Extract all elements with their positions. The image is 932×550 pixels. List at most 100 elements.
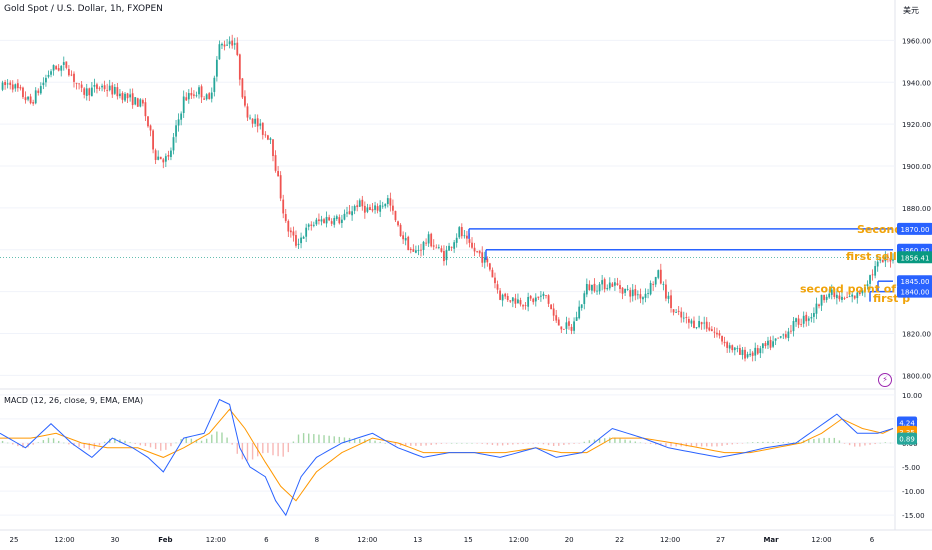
candle-body[interactable] (662, 283, 665, 285)
candle-body[interactable] (60, 65, 63, 71)
candle-body[interactable] (596, 290, 598, 292)
candle-body[interactable] (85, 88, 88, 96)
candle-body[interactable] (284, 214, 287, 221)
candle-body[interactable] (195, 95, 198, 97)
candle-body[interactable] (371, 209, 374, 211)
candle-body[interactable] (698, 320, 700, 328)
candle-body[interactable] (175, 125, 177, 137)
candle-body[interactable] (611, 283, 614, 287)
candle-body[interactable] (9, 82, 12, 85)
candle-body[interactable] (501, 294, 504, 301)
candle-body[interactable] (259, 123, 262, 126)
candle-body[interactable] (394, 210, 397, 221)
candle-body[interactable] (820, 294, 823, 306)
candle-body[interactable] (555, 315, 558, 321)
candle-body[interactable] (386, 198, 389, 204)
candle-body[interactable] (892, 259, 894, 261)
candle-body[interactable] (693, 320, 695, 328)
candle-body[interactable] (315, 219, 318, 225)
candle-body[interactable] (437, 247, 440, 248)
candle-body[interactable] (545, 295, 547, 296)
candle-body[interactable] (287, 221, 290, 232)
candle-body[interactable] (514, 298, 517, 304)
candle-body[interactable] (585, 283, 588, 295)
candle-body[interactable] (886, 257, 889, 258)
candle-body[interactable] (351, 211, 353, 216)
candle-body[interactable] (639, 294, 642, 299)
candle-body[interactable] (876, 261, 879, 267)
candle-body[interactable] (422, 241, 425, 250)
candle-body[interactable] (481, 252, 484, 263)
candle-body[interactable] (830, 289, 833, 295)
candle-body[interactable] (4, 81, 7, 86)
candle-body[interactable] (269, 138, 272, 140)
candle-body[interactable] (756, 348, 759, 354)
candle-body[interactable] (404, 238, 407, 241)
candle-body[interactable] (483, 257, 486, 263)
candle-body[interactable] (588, 284, 591, 291)
candle-body[interactable] (340, 219, 343, 223)
candle-body[interactable] (22, 87, 24, 98)
candle-body[interactable] (111, 85, 114, 95)
candle-body[interactable] (787, 331, 790, 339)
candle-body[interactable] (65, 61, 68, 68)
candle-body[interactable] (361, 199, 364, 207)
candle-body[interactable] (825, 296, 828, 300)
candle-body[interactable] (256, 118, 259, 127)
candle-body[interactable] (200, 86, 203, 98)
candle-body[interactable] (731, 345, 734, 351)
candle-body[interactable] (540, 295, 542, 297)
candle-body[interactable] (866, 284, 869, 287)
candle-body[interactable] (509, 300, 512, 302)
candle-body[interactable] (19, 87, 22, 89)
candle-body[interactable] (642, 297, 644, 300)
lightning-icon[interactable]: ⚡ (878, 373, 892, 387)
candle-body[interactable] (529, 295, 532, 299)
candle-body[interactable] (761, 343, 764, 349)
candle-body[interactable] (27, 96, 29, 100)
candle-body[interactable] (864, 287, 866, 292)
candle-body[interactable] (254, 118, 257, 124)
candle-body[interactable] (616, 283, 619, 285)
candle-body[interactable] (853, 295, 856, 299)
candle-body[interactable] (858, 292, 861, 295)
candle-body[interactable] (779, 336, 782, 338)
candle-body[interactable] (884, 256, 887, 262)
candle-body[interactable] (532, 298, 535, 303)
currency-label[interactable]: 美元 (903, 6, 919, 15)
candle-body[interactable] (170, 150, 172, 157)
candle-body[interactable] (136, 98, 139, 107)
candle-body[interactable] (6, 83, 9, 85)
candle-body[interactable] (800, 324, 803, 326)
candle-body[interactable] (193, 94, 195, 96)
candle-body[interactable] (16, 83, 19, 89)
candle-body[interactable] (32, 102, 35, 104)
candle-body[interactable] (307, 224, 310, 227)
candle-body[interactable] (471, 242, 473, 248)
candle-body[interactable] (723, 341, 726, 344)
candle-body[interactable] (78, 83, 80, 85)
candle-body[interactable] (139, 99, 142, 107)
candle-body[interactable] (159, 156, 162, 160)
candle-body[interactable] (575, 317, 578, 321)
candle-body[interactable] (792, 321, 795, 332)
candle-body[interactable] (152, 130, 154, 150)
candle-body[interactable] (805, 314, 808, 322)
candle-body[interactable] (764, 343, 767, 347)
candle-body[interactable] (754, 347, 757, 356)
candle-body[interactable] (261, 122, 264, 135)
candle-body[interactable] (629, 290, 632, 297)
candle-body[interactable] (733, 347, 736, 351)
candle-body[interactable] (45, 77, 47, 83)
candle-body[interactable] (223, 44, 226, 47)
candle-body[interactable] (34, 90, 37, 104)
candle-body[interactable] (384, 203, 387, 207)
candle-body[interactable] (519, 300, 522, 305)
candle-body[interactable] (772, 341, 774, 347)
candle-body[interactable] (157, 156, 160, 160)
candle-body[interactable] (323, 219, 325, 223)
candle-body[interactable] (37, 90, 40, 93)
candle-body[interactable] (652, 284, 655, 285)
candle-body[interactable] (677, 310, 680, 312)
